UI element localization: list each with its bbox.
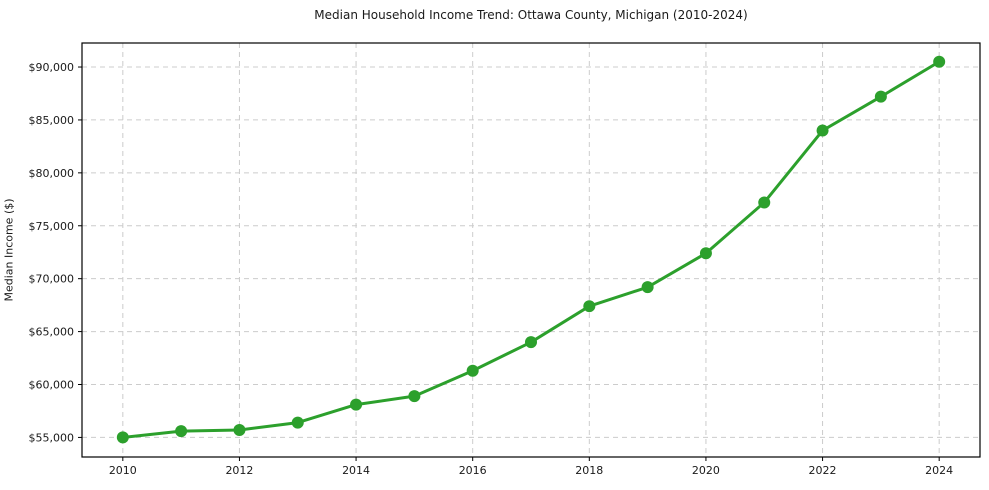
data-point-marker [816, 124, 829, 137]
data-point-marker [408, 390, 421, 403]
x-tick-label: 2022 [809, 464, 837, 477]
y-tick-label: $80,000 [29, 167, 75, 180]
data-point-marker [350, 398, 363, 411]
x-tick-label: 2010 [109, 464, 137, 477]
y-tick-label: $70,000 [29, 273, 75, 286]
x-tick-label: 2014 [342, 464, 370, 477]
y-tick-label: $55,000 [29, 431, 75, 444]
x-tick-label: 2016 [459, 464, 487, 477]
y-tick-label: $60,000 [29, 379, 75, 392]
data-point-marker [291, 416, 304, 429]
y-tick-label: $65,000 [29, 326, 75, 339]
data-point-marker [641, 281, 654, 294]
data-point-marker [758, 196, 771, 209]
y-tick-label: $85,000 [29, 114, 75, 127]
y-tick-label: $75,000 [29, 220, 75, 233]
data-point-marker [583, 300, 596, 313]
data-point-marker [699, 247, 712, 260]
x-tick-label: 2024 [925, 464, 953, 477]
x-tick-label: 2012 [225, 464, 253, 477]
data-point-marker [525, 336, 537, 349]
data-point-marker [233, 424, 246, 437]
data-point-marker [116, 431, 129, 444]
data-point-marker [466, 364, 479, 377]
chart-title: Median Household Income Trend: Ottawa Co… [314, 8, 748, 22]
data-point-marker [874, 90, 887, 103]
y-tick-label: $90,000 [29, 61, 75, 74]
income-trend-line [121, 60, 941, 439]
data-point-marker [175, 425, 188, 438]
plot-border [81, 42, 981, 458]
data-point-marker [933, 55, 946, 68]
x-tick-label: 2018 [575, 464, 603, 477]
x-tick-label: 2020 [692, 464, 720, 477]
